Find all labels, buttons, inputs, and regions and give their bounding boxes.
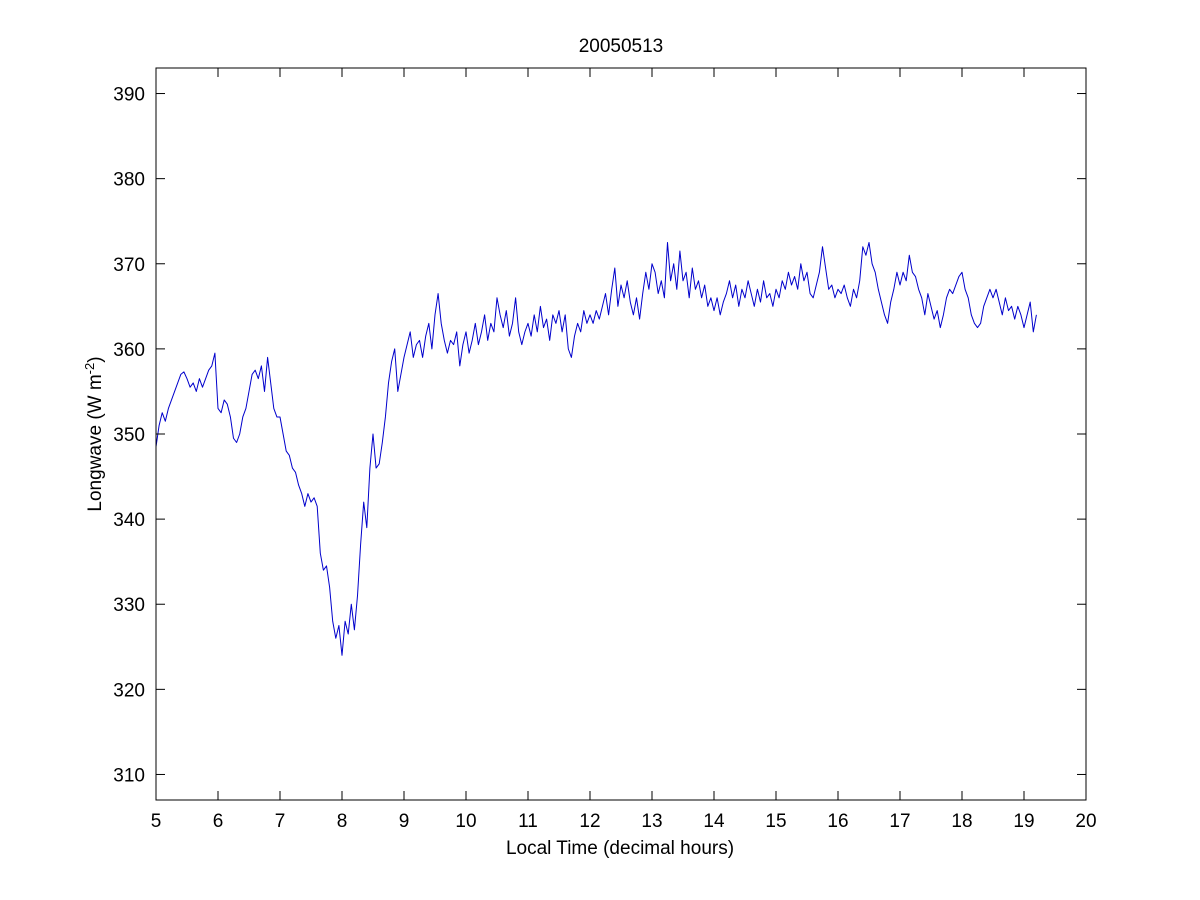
y-axis-label-main: Longwave (W m: [85, 374, 106, 511]
y-tick-label: 390: [113, 85, 145, 106]
x-tick-label: 17: [889, 811, 910, 832]
x-tick-label: 9: [399, 811, 410, 832]
x-tick-label: 13: [641, 811, 662, 832]
x-tick-label: 18: [951, 811, 972, 832]
x-tick-label: 10: [455, 811, 476, 832]
x-tick-label: 12: [579, 811, 600, 832]
x-tick-label: 6: [213, 811, 224, 832]
x-tick-label: 14: [703, 811, 725, 832]
y-tick-label: 360: [113, 340, 145, 361]
y-tick-label: 330: [113, 595, 145, 616]
x-axis-ticks: 5 6 7 8 9 10 11 12 13 14 15 16 17 18 19 20: [151, 68, 1097, 832]
longwave-series-line: [155, 241, 1037, 656]
x-tick-label: 19: [1013, 811, 1034, 832]
y-axis-label-suffix: ): [85, 356, 106, 362]
x-tick-label: 5: [151, 811, 162, 832]
y-tick-label: 310: [113, 765, 145, 786]
y-tick-label: 350: [113, 425, 145, 446]
x-tick-label: 15: [765, 811, 786, 832]
x-tick-label: 7: [275, 811, 286, 832]
y-tick-label: 320: [113, 680, 145, 701]
x-tick-label: 20: [1075, 811, 1096, 832]
chart-title: 20050513: [579, 36, 664, 57]
x-tick-label: 11: [518, 811, 538, 832]
y-axis-label: Longwave (W m-2): [82, 356, 107, 511]
y-tick-label: 380: [113, 170, 145, 191]
x-tick-label: 8: [337, 811, 348, 832]
y-axis-ticks: 310 320 330 340 350 360 370 380 390: [113, 85, 1086, 786]
plot-area: [156, 68, 1086, 800]
y-tick-label: 370: [113, 255, 145, 276]
x-axis-label: Local Time (decimal hours): [506, 838, 734, 859]
y-tick-label: 340: [113, 510, 145, 531]
y-axis-label-superscript: -2: [82, 363, 97, 375]
x-tick-label: 16: [827, 811, 848, 832]
